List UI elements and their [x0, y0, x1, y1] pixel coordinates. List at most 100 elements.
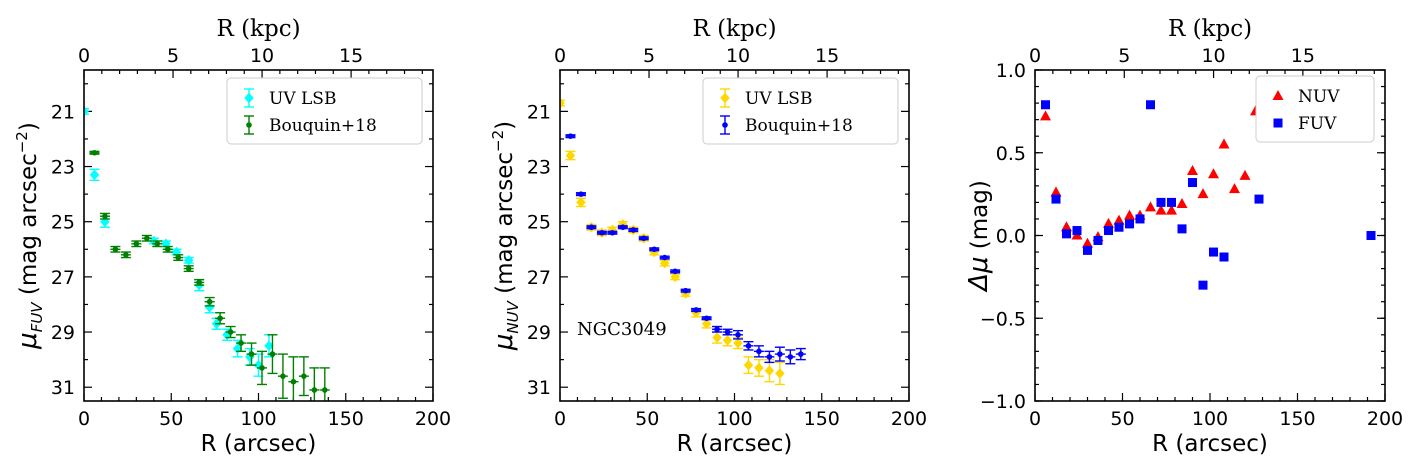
data-point: [1209, 247, 1218, 257]
data-point: [280, 373, 286, 379]
y-label-tail: (mag arcsec: [16, 153, 42, 302]
top-tick-label: 15: [339, 45, 363, 67]
data-point: [1167, 197, 1176, 207]
data-point: [1040, 110, 1051, 121]
data-point: [703, 315, 710, 322]
x-tick-label: 200: [891, 408, 927, 430]
data-point: [1061, 221, 1072, 232]
data-point: [599, 229, 605, 236]
x-tick-label: 50: [159, 408, 183, 430]
top-axis-title: R (kpc): [692, 16, 776, 42]
series-uv-lsb: [84, 106, 274, 377]
legend-marker: [1272, 90, 1284, 100]
data-point: [764, 365, 775, 377]
data-point: [766, 354, 773, 360]
data-point: [701, 318, 712, 330]
plot-frame: [559, 69, 910, 402]
legend-box: [226, 77, 423, 145]
data-point: [1124, 209, 1135, 220]
x-tick-label: 200: [415, 408, 451, 430]
top-tick-label: 15: [1291, 45, 1315, 67]
data-point: [84, 106, 89, 117]
data-point: [185, 265, 192, 272]
y-tick-label: 0.0: [996, 226, 1026, 248]
data-point: [1051, 194, 1061, 204]
data-point: [1166, 204, 1177, 215]
x-axis-label: R (arcsec): [1152, 431, 1268, 457]
x-tick-label: 100: [716, 408, 752, 430]
data-point: [714, 326, 720, 333]
x-tick-label: 50: [1110, 408, 1134, 430]
data-point: [620, 224, 626, 231]
top-tick-label: 0: [78, 45, 90, 67]
x-tick-label: 0: [554, 408, 566, 430]
data-point: [1155, 204, 1167, 215]
data-point: [1218, 138, 1230, 149]
data-point: [259, 365, 265, 371]
data-point: [735, 332, 741, 338]
data-point: [183, 254, 194, 266]
data-point: [1366, 231, 1376, 240]
data-point: [269, 351, 276, 357]
y-tick-label: 23: [527, 157, 551, 179]
data-point: [238, 340, 244, 346]
y-tick-label: 29: [51, 322, 75, 344]
legend-fuv: UV LSB Bouquin+18: [226, 77, 423, 145]
panel-nuv: 0 50 100 150 200 0 5 10 15 R (kpc) 21 23 25 27 29 31 R (…: [489, 16, 927, 457]
legend-label: UV LSB: [745, 89, 812, 109]
data-point: [733, 337, 743, 349]
top-axis-title: R (kpc): [1168, 16, 1252, 42]
data-point: [661, 254, 668, 261]
top-tick-label: 0: [554, 45, 566, 67]
y-label-sub: NUV: [504, 299, 522, 333]
y-tick-label: 25: [51, 212, 75, 234]
y-axis-label: Δμ (mag): [964, 180, 994, 293]
y-label-symbol: μ: [489, 334, 519, 352]
data-point: [682, 287, 689, 294]
data-point: [1254, 194, 1264, 204]
data-point: [609, 229, 616, 236]
data-point: [1156, 197, 1166, 207]
data-point: [1104, 226, 1113, 236]
data-point: [630, 227, 637, 233]
data-point: [1103, 217, 1114, 228]
data-point: [1135, 214, 1145, 224]
data-point: [576, 197, 586, 208]
y-tick-label: 23: [51, 157, 75, 179]
data-point: [712, 332, 722, 343]
data-point: [724, 329, 731, 335]
data-point: [1114, 222, 1124, 232]
panel-delta: 0 50 100 150 200 0 5 10 15 R (kpc) 1.0 0.5 0.0 −0.5 −1…: [964, 16, 1403, 457]
data-point: [89, 169, 100, 181]
data-point: [1197, 188, 1209, 199]
plot-frame: [83, 69, 434, 402]
data-point: [175, 254, 182, 261]
data-point: [164, 246, 171, 253]
panel-fuv: 0 50 100 150 200 0 5 10 15 R (kpc) 21 23 25 27 29 31 R (…: [13, 16, 451, 457]
legend-box: [1255, 75, 1375, 143]
y-axis-label: μFUV (mag arcsec−2): [13, 122, 46, 350]
data-point: [290, 378, 297, 385]
data-point: [651, 246, 658, 253]
data-point: [1082, 237, 1093, 248]
data-nuv: [560, 97, 806, 386]
series-fuv: [1041, 100, 1376, 290]
x-tick-label: 150: [804, 408, 840, 430]
data-point: [578, 191, 584, 197]
x-axis-label: R (arcsec): [677, 431, 793, 457]
data-point: [91, 149, 98, 156]
top-tick-label: 10: [726, 45, 750, 67]
legend-label: Bouquin+18: [745, 116, 853, 136]
top-axis-title: R (kpc): [216, 16, 300, 42]
data-point: [787, 354, 794, 360]
top-tick-label: 10: [250, 45, 274, 67]
legend-delta: NUV FUV: [1255, 75, 1375, 143]
data-point: [567, 133, 574, 139]
data-point: [743, 359, 754, 371]
y-tick-label: 27: [51, 267, 75, 289]
data-point: [693, 307, 699, 313]
y-label-tail: (mag): [967, 180, 993, 256]
y-tick-label: −0.5: [980, 308, 1026, 330]
top-tick-label: 10: [1201, 45, 1225, 67]
